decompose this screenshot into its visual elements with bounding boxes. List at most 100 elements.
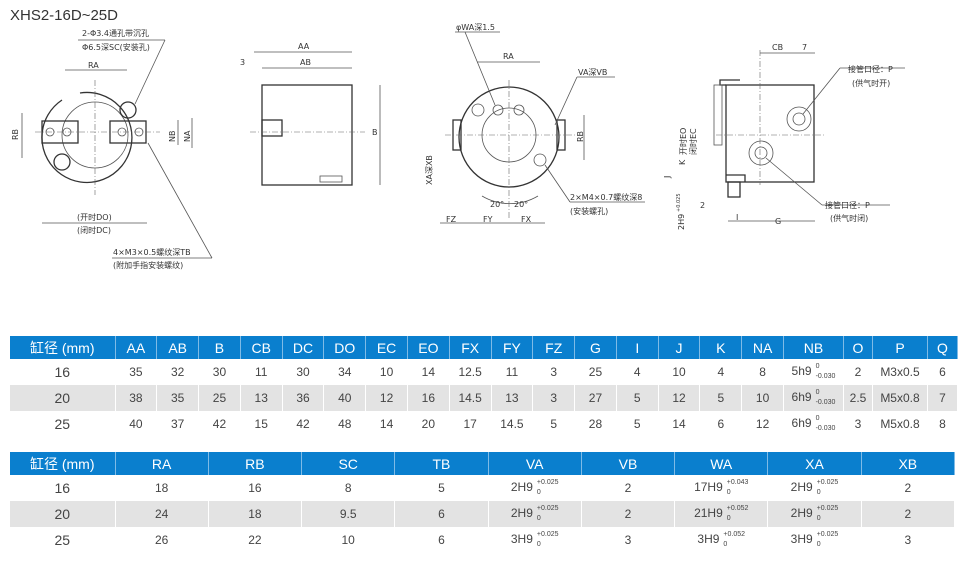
column-header: WA	[674, 452, 769, 475]
table-row: 20 24 18 9.5 6 2H9 +0.025 0 2 21H9 +0.052 0 2H9 +0.02…	[10, 501, 956, 527]
front-dim-dc: (闭时DC)	[77, 225, 111, 235]
table-cell: 4	[616, 359, 659, 385]
table-cell: 2	[581, 501, 676, 527]
cell-value: 3H9	[697, 532, 720, 547]
tolerance-lower: -0.030	[815, 399, 836, 406]
table-cell: 32	[156, 359, 200, 385]
table-cell: 6	[699, 411, 743, 437]
table-cell: 5	[616, 385, 659, 411]
tolerance: 0 -0.030	[816, 414, 836, 434]
front-dim-rb: RB	[11, 129, 20, 140]
column-header: AB	[156, 336, 200, 359]
column-header: Q	[927, 336, 958, 359]
tolerance-lower: 0	[536, 541, 541, 548]
column-header: NA	[741, 336, 784, 359]
front-view-drawing: 2-Φ3.4通孔带沉孔 Φ6.5深SC(安装孔) RA RB NB NA (开时…	[11, 28, 213, 270]
dimension-table-2: 缸径 (mm) RA RB SC TB VA VB WA XA XB 16 18 16 8 5 2H9 +0.0…	[10, 452, 956, 553]
table-cell: 3	[532, 385, 576, 411]
table-cell: 48	[323, 411, 367, 437]
tolerance-lower: 0	[536, 515, 541, 522]
bottom-note-wa: φWA深1.5	[456, 23, 495, 32]
table-cell: 25	[10, 411, 116, 437]
bottom-note-mount: (安装螺孔)	[570, 206, 608, 216]
bottom-dim-xa: XA深XB	[425, 155, 434, 185]
bottom-dim-ra: RA	[503, 52, 514, 61]
table-cell: 20	[10, 385, 116, 411]
front-dim-ra: RA	[88, 61, 99, 70]
column-header: EO	[407, 336, 450, 359]
side-dim-3: 3	[240, 58, 245, 67]
tolerance-upper: +0.025	[536, 505, 559, 512]
table-cell: 26	[115, 527, 209, 553]
tolerance-upper: +0.052	[726, 505, 749, 512]
table-cell: 6h9 0 -0.030	[783, 385, 844, 411]
table-cell: 8	[741, 359, 784, 385]
tolerance-lower: 0	[816, 541, 821, 548]
table-cell: 2H9 +0.025 0	[767, 475, 862, 501]
table-cell: 37	[156, 411, 200, 437]
table-cell: 18	[115, 475, 209, 501]
side-dim-b: B	[372, 128, 378, 137]
table-cell: 5	[699, 385, 743, 411]
table-cell: 22	[208, 527, 303, 553]
cell-value: 2H9	[510, 480, 533, 495]
tolerance: +0.052 0	[723, 530, 745, 550]
tolerance: +0.025 0	[537, 530, 559, 550]
table-cell: 8	[927, 411, 958, 437]
right-dim-ec: 闭时EC	[688, 128, 698, 155]
column-header: I	[616, 336, 659, 359]
right-dim-k: K	[678, 159, 687, 165]
bottom-angle-1: 20°	[490, 200, 504, 209]
table-row: 25 40 37 42 15 42 48 14 20 17 14.5 5 28 5 14 6 12 6h9 0 -0.…	[10, 411, 958, 437]
table-cell: 3H9 +0.052 0	[674, 527, 769, 553]
table-cell: 2H9 +0.025 0	[488, 501, 582, 527]
right-note-p-close: 接管口径：P	[825, 200, 870, 210]
bottom-angle-2: 20°	[514, 200, 528, 209]
front-note-through-hole: 2-Φ3.4通孔带沉孔	[82, 28, 149, 38]
table-row: 25 26 22 10 6 3H9 +0.025 0 3 3H9 +0.052 0 3H9 +0.025 0…	[10, 527, 956, 553]
table-cell: 6	[394, 527, 489, 553]
table-cell: M3x0.5	[872, 359, 928, 385]
table-row: 20 38 35 25 13 36 40 12 16 14.5 13 3 27 5 12 5 10 6h9 0 -0.…	[10, 385, 958, 411]
column-header: EC	[365, 336, 408, 359]
column-header: TB	[394, 452, 489, 475]
bottom-dim-fx: FX	[521, 215, 532, 224]
bottom-dim-fy: FY	[483, 215, 493, 224]
right-note-p-open: 接管口径：P	[848, 64, 893, 74]
bottom-note-va: VA深VB	[578, 68, 607, 77]
tolerance: +0.025 0	[817, 478, 839, 498]
table-cell: 16	[10, 475, 116, 501]
front-dim-nb: NB	[168, 131, 177, 142]
table-cell: 14	[658, 411, 701, 437]
column-header: P	[872, 336, 928, 359]
right-dim-2: 2	[700, 201, 705, 210]
tolerance-upper: +0.025	[536, 531, 559, 538]
table-cell: 10	[365, 359, 408, 385]
table-cell: 5	[532, 411, 576, 437]
table-cell: 12	[658, 385, 701, 411]
column-header: B	[198, 336, 241, 359]
column-header: DO	[323, 336, 367, 359]
page-title: XHS2-16D~25D	[10, 7, 118, 24]
table-cell: 9.5	[301, 501, 396, 527]
column-header: K	[699, 336, 743, 359]
side-dim-aa: AA	[298, 42, 310, 51]
table-cell: 16	[208, 475, 303, 501]
table-cell: 11	[491, 359, 534, 385]
table-cell: 25	[198, 385, 241, 411]
cell-value: 6h9	[791, 416, 812, 431]
table-cell: 2	[861, 501, 956, 527]
table-cell: 6h9 0 -0.030	[783, 411, 844, 437]
right-note-p-open-sub: (供气时开)	[852, 78, 890, 88]
tolerance-upper: +0.052	[723, 531, 746, 538]
front-note-counterbore: Φ6.5深SC(安装孔)	[82, 42, 150, 52]
cell-value: 2H9	[790, 480, 813, 495]
column-header: XA	[767, 452, 862, 475]
table-cell: 10	[658, 359, 701, 385]
table-row: 16 35 32 30 11 30 34 10 14 12.5 11 3 25 4 10 4 8 5h9 0 -0.0…	[10, 359, 958, 385]
cell-value: 3H9	[790, 532, 813, 547]
cell-value: 3H9	[510, 532, 533, 547]
table-header-row: 缸径 (mm) RA RB SC TB VA VB WA XA XB	[10, 452, 956, 475]
table-cell: 2.5	[843, 385, 873, 411]
front-note-finger: (附加手指安装螺纹)	[113, 260, 183, 270]
